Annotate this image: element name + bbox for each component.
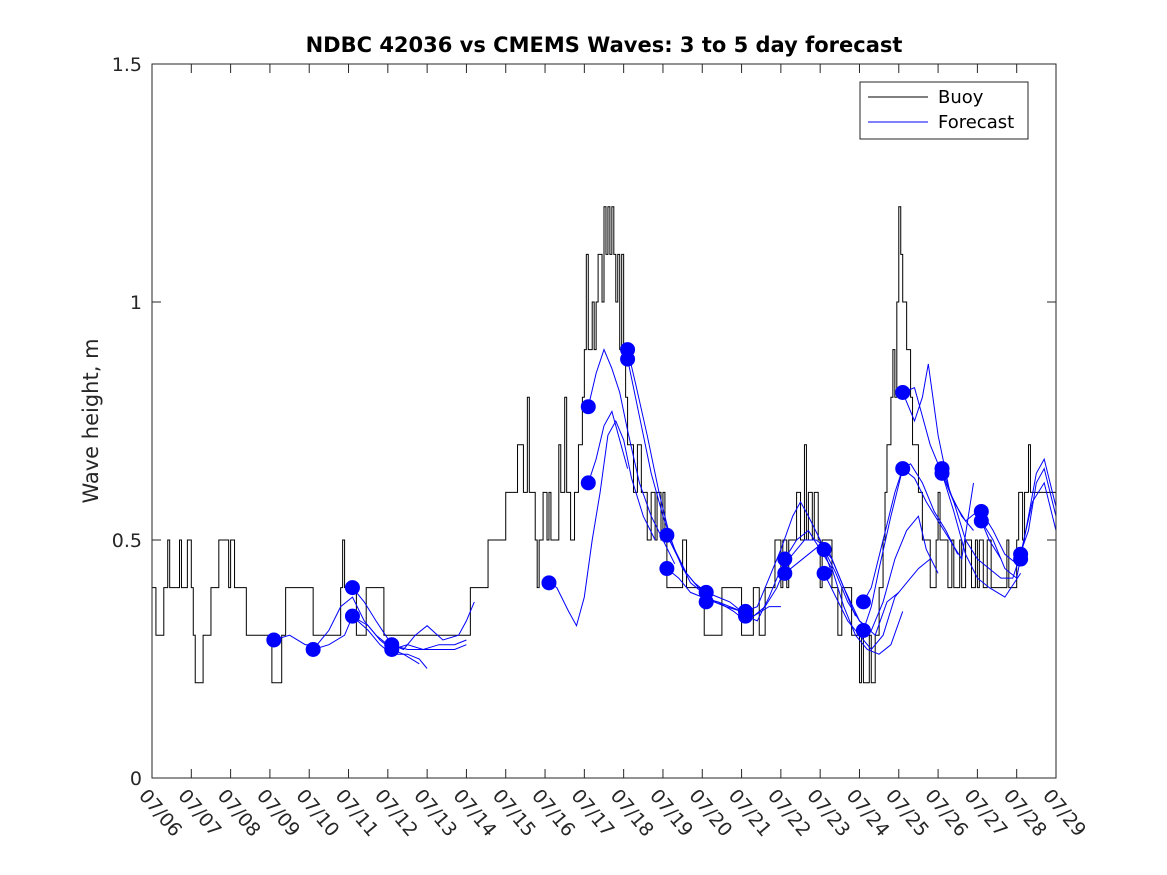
legend-box	[859, 81, 1029, 140]
forecast-line	[823, 558, 931, 651]
forecast-point	[620, 351, 636, 367]
x-tick-label: 07/11	[331, 785, 383, 841]
forecast-line	[312, 615, 420, 665]
x-tick-label: 07/15	[488, 785, 540, 841]
x-tick-label: 07/10	[291, 785, 343, 841]
x-tick-label: 07/17	[567, 785, 619, 841]
x-tick-label: 07/22	[763, 785, 815, 841]
x-tick-label: 07/19	[645, 785, 697, 841]
x-tick-label: 07/07	[173, 785, 225, 841]
x-tick-label: 07/24	[842, 785, 894, 841]
forecast-point	[973, 513, 989, 529]
forecast-point	[266, 632, 282, 648]
forecast-point	[698, 594, 714, 610]
x-tick-label: 07/16	[527, 785, 579, 841]
forecast-point	[344, 608, 360, 624]
y-tick-label: 0	[130, 768, 142, 790]
forecast-point	[855, 594, 871, 610]
forecast-point	[580, 475, 596, 491]
forecast-point	[855, 622, 871, 638]
x-tick-label: 07/09	[252, 785, 304, 841]
forecast-point	[580, 399, 596, 415]
x-tick-label: 07/29	[1038, 785, 1090, 841]
x-tick-label: 07/27	[960, 785, 1012, 841]
y-tick-label: 1	[130, 292, 142, 314]
forecast-point	[777, 565, 793, 581]
x-tick-label: 07/21	[724, 785, 776, 841]
x-tick-label: 07/23	[802, 785, 854, 841]
forecast-line	[587, 348, 676, 565]
forecast-point	[816, 565, 832, 581]
forecast-line	[352, 587, 467, 650]
forecast-point	[1013, 551, 1029, 567]
legend-forecast-label: Forecast	[938, 112, 1014, 133]
plot-frame	[151, 63, 1057, 779]
forecast-line	[391, 644, 467, 650]
x-tick-label: 07/12	[370, 785, 422, 841]
forecast-points	[266, 342, 1029, 657]
forecast-point	[541, 575, 557, 591]
forecast-point	[816, 542, 832, 558]
x-tick-label: 07/20	[684, 785, 736, 841]
x-tick-label: 07/06	[134, 785, 186, 841]
forecast-point	[737, 608, 753, 624]
x-tick-label: 07/13	[409, 785, 461, 841]
x-tick-label: 07/14	[449, 785, 501, 841]
forecast-line	[784, 544, 900, 637]
plot-area	[152, 64, 1056, 778]
y-tick-label: 0.5	[112, 530, 142, 552]
chart-title: NDBC 42036 vs CMEMS Waves: 3 to 5 day fo…	[306, 33, 903, 57]
y-axis-label: Wave height, m	[79, 338, 103, 503]
forecast-point	[344, 580, 360, 596]
legend-buoy-label: Buoy	[938, 87, 984, 108]
forecast-line	[823, 515, 939, 632]
forecast-line	[548, 419, 656, 628]
x-tick-label: 07/28	[999, 785, 1051, 841]
legend: Buoy Forecast	[859, 81, 1029, 140]
x-tick-label: 07/08	[213, 785, 265, 841]
forecast-point	[895, 461, 911, 477]
forecast-point	[895, 384, 911, 400]
forecast-line	[941, 473, 1022, 598]
forecast-point	[305, 641, 321, 657]
forecast-point	[777, 551, 793, 567]
forecast-line	[745, 500, 833, 612]
y-tick-label: 1.5	[112, 54, 142, 76]
forecast-line	[391, 601, 475, 651]
forecast-line	[862, 467, 974, 631]
forecast-line	[587, 410, 629, 484]
x-tick-label: 07/18	[606, 785, 658, 841]
forecast-point	[659, 561, 675, 577]
forecast-point	[659, 527, 675, 543]
forecast-point	[384, 641, 400, 657]
forecast-line	[941, 468, 1057, 579]
forecast-point	[934, 465, 950, 481]
forecast-line	[784, 529, 904, 655]
x-tick-label: 07/25	[881, 785, 933, 841]
x-tick-label: 07/26	[920, 785, 972, 841]
